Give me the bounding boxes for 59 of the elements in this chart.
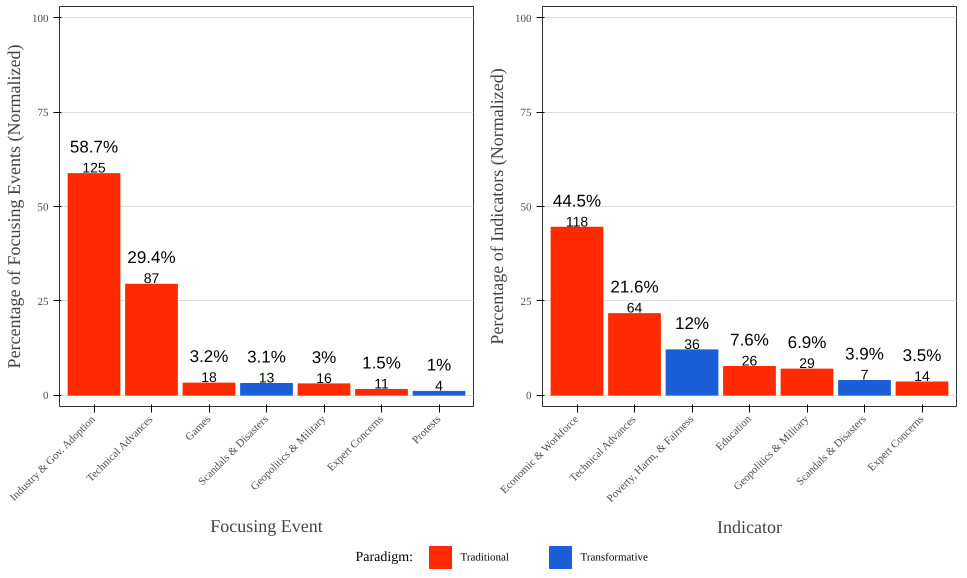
bar (723, 366, 776, 396)
annotation: 118 (566, 213, 588, 230)
y-tick-label: 0 (43, 390, 49, 402)
bar (780, 368, 834, 396)
data-label: 1% (426, 355, 452, 374)
y-axis-title: Percentage of Indicators (Normalized) (487, 68, 507, 345)
bar (608, 313, 661, 396)
annotation: 87 (144, 270, 160, 286)
annotation: 7 (860, 366, 869, 382)
legend-title: Paradigm: (356, 550, 414, 565)
data-label: 58.7% (70, 138, 118, 157)
bar (182, 382, 236, 396)
bar (125, 284, 178, 396)
annotation: 16 (316, 370, 332, 386)
annotation: 4 (435, 377, 444, 394)
annotation: 14 (914, 368, 930, 384)
y-tick-label: 0 (526, 390, 532, 402)
legend-label: Traditional (460, 552, 509, 564)
y-tick-label: 75 (520, 107, 532, 120)
legend-label: Transformative (580, 552, 648, 564)
data-label: 44.5% (552, 191, 602, 210)
annotation: 29 (799, 355, 815, 372)
data-label: 7.6% (730, 330, 769, 350)
y-tick-label: 75 (38, 107, 49, 120)
bar (240, 382, 293, 396)
data-label: 21.6% (610, 278, 659, 297)
data-label: 3.1% (247, 347, 286, 366)
data-label: 3% (312, 348, 336, 367)
bar (412, 390, 466, 396)
y-tick-label: 50 (520, 202, 532, 214)
annotation: 13 (258, 369, 274, 386)
data-label: 6.9% (788, 333, 826, 352)
y-tick-label: 25 (38, 296, 49, 308)
annotation: 18 (201, 369, 217, 386)
y-tick-label: 100 (515, 12, 532, 25)
annotation: 64 (626, 300, 642, 316)
data-label: 3.9% (845, 344, 884, 364)
bar (666, 349, 718, 396)
annotation: 36 (684, 336, 700, 352)
data-label: 1.5% (362, 354, 401, 373)
annotation: 125 (82, 160, 106, 176)
bar (550, 226, 604, 396)
data-label: 3.5% (902, 346, 942, 365)
bar (298, 383, 350, 396)
x-axis-title: Indicator (717, 517, 782, 538)
annotation: 26 (742, 352, 758, 368)
bar (838, 380, 891, 396)
y-tick-label: 25 (520, 296, 532, 308)
data-label: 3.2% (190, 347, 228, 366)
y-tick-label: 100 (32, 12, 49, 25)
y-tick-label: 50 (38, 202, 49, 214)
bar (896, 381, 948, 396)
bar (355, 389, 408, 396)
data-label: 12% (674, 314, 710, 333)
bar (68, 173, 120, 396)
x-axis-title: Focusing Event (210, 516, 323, 536)
annotation: 11 (374, 376, 389, 392)
data-label: 29.4% (127, 248, 176, 268)
y-axis-title: Percentage of Focusing Events (Normalized) (4, 44, 24, 368)
